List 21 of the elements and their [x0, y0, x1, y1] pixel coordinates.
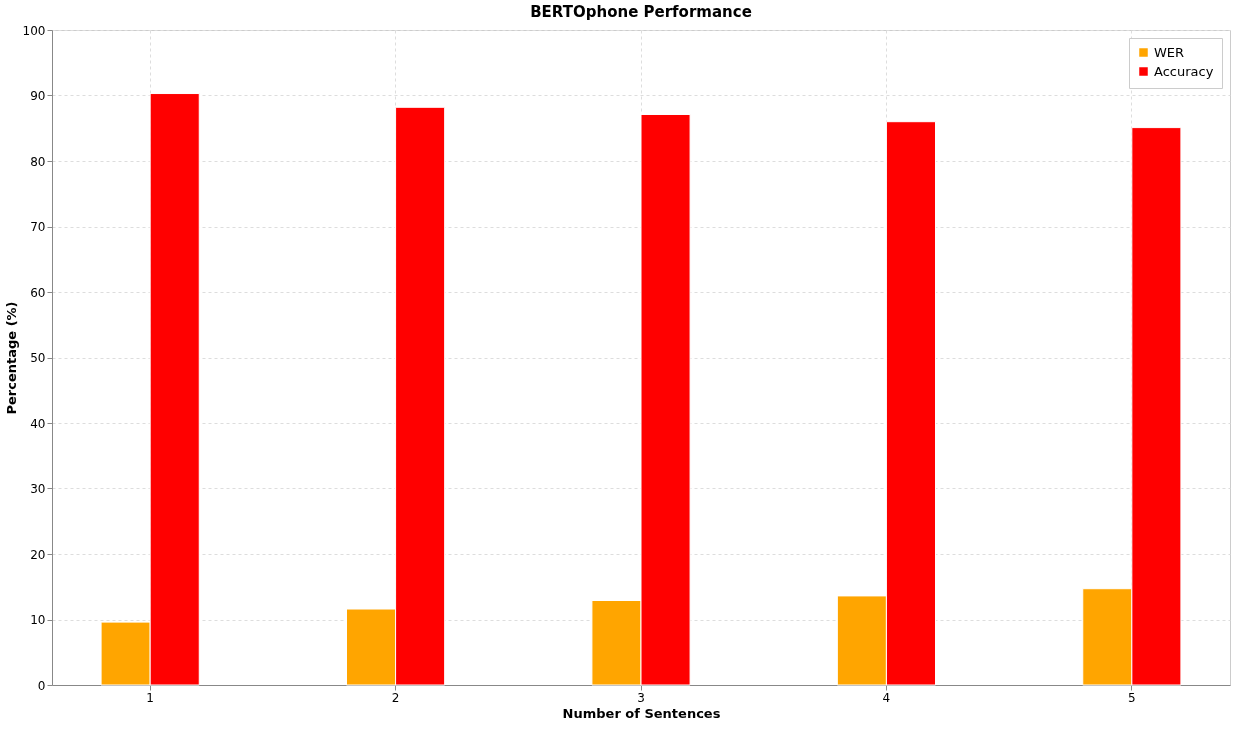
chart-title: BERTOphone Performance — [530, 3, 752, 21]
legend-label: WER — [1154, 44, 1185, 60]
x-tick-label: 4 — [882, 690, 891, 705]
y-tick-label: 70 — [30, 220, 46, 234]
y-tick-label: 50 — [30, 351, 46, 365]
x-tick-label: 1 — [146, 690, 154, 705]
legend-label: Accuracy — [1154, 63, 1214, 79]
y-tick-label: 90 — [30, 89, 46, 103]
x-tick-label: 2 — [391, 690, 400, 705]
y-tick-label: 80 — [30, 154, 46, 169]
y-tick-label: 40 — [30, 416, 46, 431]
y-axis-title: Percentage (%) — [3, 301, 19, 415]
y-tick-label: 0 — [37, 678, 46, 693]
y-tick-label: 60 — [30, 285, 46, 300]
x-tick-label: 3 — [637, 690, 645, 705]
y-tick-label: 20 — [30, 547, 46, 562]
x-tick-label: 5 — [1128, 690, 1136, 705]
x-axis-title: Number of Sentences — [562, 705, 721, 721]
y-tick-label: 30 — [30, 482, 46, 496]
y-tick-label: 10 — [30, 613, 46, 627]
y-tick-label: 100 — [22, 23, 46, 38]
